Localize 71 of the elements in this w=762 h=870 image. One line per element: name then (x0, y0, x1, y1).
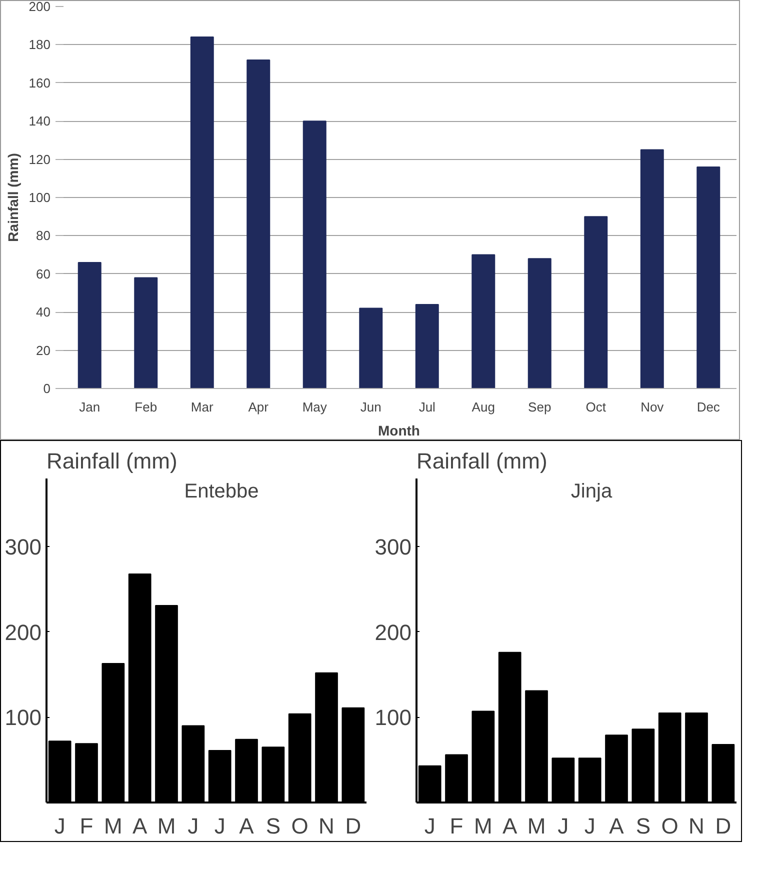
x-tick-label: Dec (696, 400, 720, 414)
x-tick-label: A (609, 814, 624, 838)
x-tick-label: A (132, 814, 148, 838)
x-tick-label: Mar (190, 400, 214, 414)
x-tick-label: N (688, 814, 704, 838)
y-tick-label: 140 (28, 114, 51, 129)
bar (472, 254, 496, 388)
y-tick-label: 200 (4, 620, 42, 645)
bar (359, 308, 383, 388)
x-tick-label: Apr (248, 400, 270, 414)
x-tick-label: D (345, 814, 362, 838)
y-tick-label: 20 (36, 342, 51, 358)
y-tick-label: 100 (374, 705, 412, 730)
y-tick-label: 200 (28, 0, 51, 14)
chart-subtitle: Entebbe (184, 480, 259, 502)
y-tick-label: 100 (4, 705, 42, 730)
x-tick-label: D (715, 814, 732, 838)
y-tick-label: 300 (4, 534, 42, 560)
y-tick-label: 60 (36, 266, 51, 282)
x-tick-label: J (54, 814, 66, 838)
x-tick-label: A (239, 814, 254, 838)
chart-subtitle: Jinja (570, 480, 613, 502)
x-tick-label: J (424, 814, 436, 838)
x-tick-label: M (104, 814, 122, 838)
y-axis-title: Rainfall (mm) (4, 153, 21, 242)
chart-title: Rainfall (mm) (46, 448, 178, 474)
bar (528, 258, 552, 388)
y-tick-label: 80 (36, 228, 51, 244)
bar (415, 304, 439, 388)
bar (134, 277, 158, 388)
x-tick-label: Feb (134, 400, 158, 414)
x-tick-label: F (80, 814, 94, 838)
x-tick-label: N (318, 814, 334, 838)
y-tick-label: 300 (374, 534, 412, 560)
x-tick-label: Jun (360, 400, 382, 414)
y-tick-label: 0 (43, 381, 51, 396)
x-tick-label: M (157, 814, 176, 838)
bar (78, 262, 102, 388)
x-tick-label: Jan (79, 400, 100, 414)
y-tick-label: 120 (28, 152, 51, 167)
bar (584, 216, 608, 388)
bar (302, 120, 326, 388)
y-tick-label: 180 (28, 37, 51, 52)
bar (190, 36, 214, 388)
bar (696, 166, 720, 388)
x-tick-label: Oct (586, 400, 606, 414)
bar (640, 149, 664, 388)
x-tick-label: J (188, 814, 199, 838)
x-tick-label: S (266, 814, 281, 838)
x-tick-label: Nov (640, 400, 664, 414)
x-tick-label: F (450, 814, 464, 838)
x-tick-label: Aug (472, 400, 495, 414)
x-tick-label: J (584, 814, 596, 838)
x-tick-label: J (214, 814, 226, 838)
x-tick-label: May (302, 400, 328, 414)
x-tick-label: J (558, 814, 569, 838)
x-tick-label: M (527, 814, 546, 838)
y-tick-label: 200 (374, 620, 412, 645)
x-tick-label: O (291, 814, 308, 838)
x-tick-label: O (661, 814, 678, 838)
y-tick-label: 160 (28, 75, 51, 90)
x-axis-title: Month (378, 422, 420, 438)
x-tick-label: A (502, 814, 518, 838)
chart-title: Rainfall (mm) (416, 448, 548, 474)
y-tick-label: 100 (28, 190, 51, 205)
x-tick-label: S (636, 814, 651, 838)
x-tick-label: Jul (418, 400, 436, 414)
x-tick-label: Sep (528, 400, 552, 414)
x-tick-label: M (474, 814, 492, 838)
bar (246, 59, 270, 388)
y-tick-label: 40 (36, 304, 51, 320)
